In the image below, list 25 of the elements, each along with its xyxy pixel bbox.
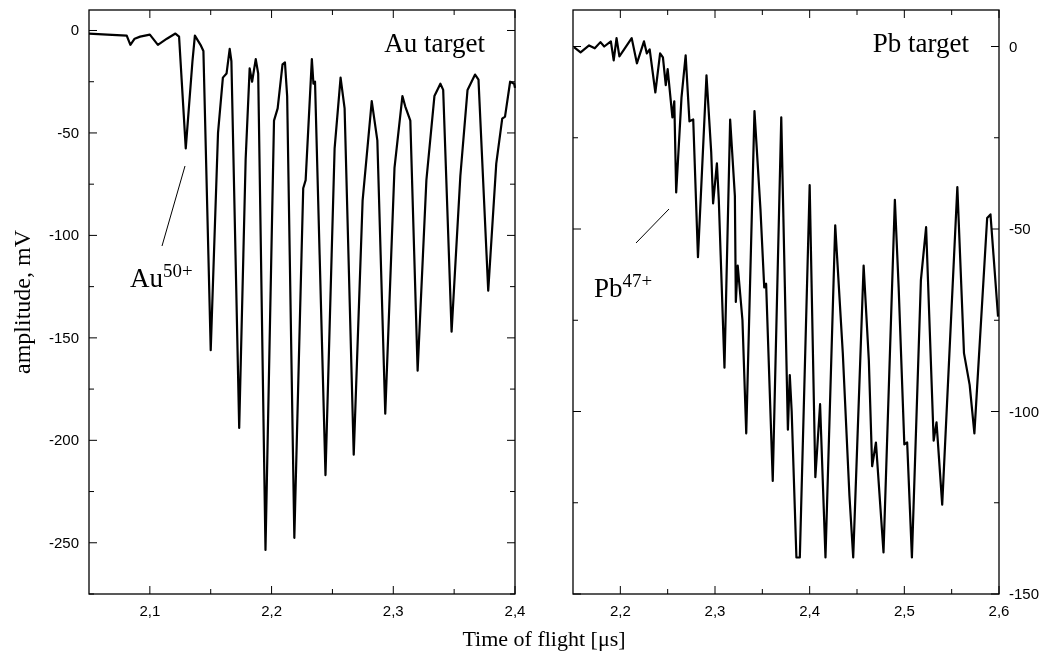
x-tick-label: 2,2 [261, 602, 282, 619]
y-tick-label: -150 [48, 328, 79, 346]
x-tick-label: 2,3 [704, 602, 726, 619]
x-tick-label: 2,2 [609, 602, 631, 619]
y-tick-label: -100 [48, 226, 79, 244]
x-tick-label: 2,3 [382, 602, 404, 619]
annotation: Pb$^{47+}$ [594, 269, 653, 303]
y-tick-label: -250 [48, 533, 79, 551]
annotation: Au$^{50+}$ [130, 259, 193, 293]
x-tick-label: 2,4 [504, 602, 526, 619]
x-axis-title: Time of flight [μs] [462, 626, 626, 651]
x-tick-label: 2,4 [799, 602, 821, 619]
y-tick-label: -100 [1009, 402, 1040, 420]
y-tick-label: 0 [1009, 37, 1018, 55]
y-axis-title: amplitude, mV [9, 229, 35, 374]
y-tick-label: -50 [1009, 220, 1031, 237]
y-tick-label: 0 [70, 21, 79, 39]
x-tick-label: 2,6 [988, 602, 1010, 619]
y-tick-label: -50 [57, 123, 79, 141]
annotation: Au target [384, 28, 486, 58]
x-tick-label: 2,5 [893, 602, 915, 619]
x-tick-label: 2,1 [139, 602, 161, 619]
y-tick-label: -200 [48, 431, 79, 449]
y-tick-label: -150 [1009, 585, 1040, 602]
annotation: Pb target [872, 28, 970, 58]
